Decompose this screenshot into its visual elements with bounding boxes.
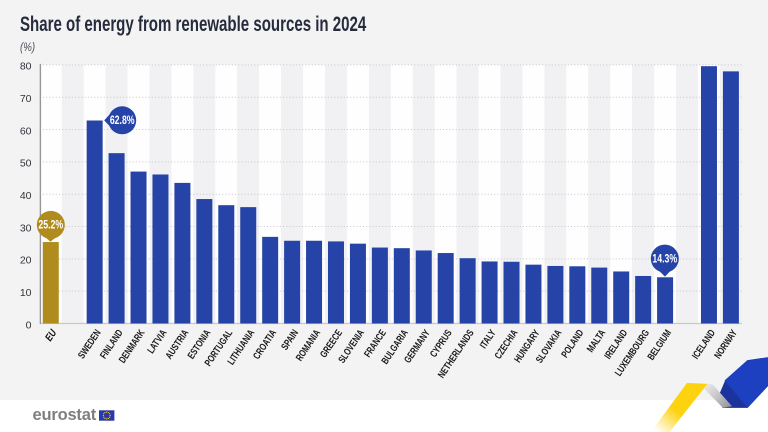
svg-text:CROATIA: CROATIA [251,327,279,361]
svg-text:10: 10 [20,287,32,299]
svg-text:80: 80 [20,61,32,73]
svg-text:40: 40 [20,190,32,202]
svg-text:0: 0 [26,319,32,331]
svg-text:ITALY: ITALY [477,327,498,350]
svg-text:14.3%: 14.3% [652,253,677,265]
svg-text:70: 70 [20,93,32,105]
svg-text:POLAND: POLAND [559,327,586,359]
svg-text:62.8%: 62.8% [110,115,135,127]
svg-text:20: 20 [20,255,32,267]
svg-text:SPAIN: SPAIN [279,327,301,352]
svg-text:50: 50 [20,158,32,170]
svg-text:25.2%: 25.2% [38,220,63,232]
svg-text:NORWAY: NORWAY [712,327,740,360]
svg-text:30: 30 [20,222,32,234]
svg-text:EU: EU [42,327,59,343]
svg-text:60: 60 [20,125,32,137]
